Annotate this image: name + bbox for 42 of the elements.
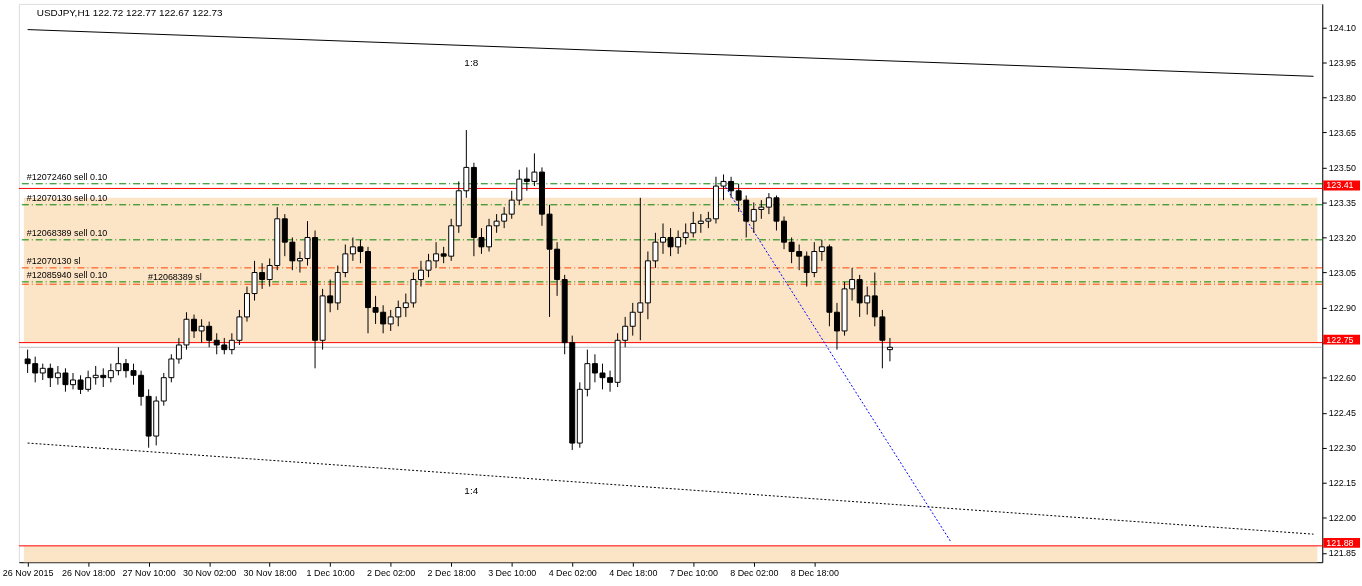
y-tick-label: 122.30 [1328, 443, 1357, 454]
x-tick-label: 2 Dec 02:00 [367, 567, 416, 578]
y-tick-label: 123.35 [1328, 197, 1357, 208]
x-tick-label: 26 Nov 2015 [2, 567, 54, 578]
x-tick-label: 4 Dec 18:00 [609, 567, 658, 578]
y-tick-label: 123.80 [1328, 92, 1357, 103]
y-tick-label: 122.90 [1328, 303, 1357, 314]
x-tick-label: 8 Dec 02:00 [730, 567, 779, 578]
ref-line-label: #12072460 sell 0.10 [26, 171, 108, 182]
x-tick-label: 3 Dec 10:00 [488, 567, 537, 578]
x-tick-label: 1 Dec 10:00 [306, 567, 355, 578]
ref-line-label: 122.75 [1326, 334, 1354, 345]
y-tick-label: 122.15 [1328, 478, 1357, 489]
y-tick-label: 121.85 [1328, 548, 1357, 559]
x-tick-label: 7 Dec 10:00 [669, 567, 718, 578]
y-tick-label: 122.00 [1328, 513, 1357, 524]
x-tick-label: 4 Dec 02:00 [548, 567, 597, 578]
y-tick-label: 123.95 [1328, 57, 1357, 68]
chart-title: USDJPY,H1 122.72 122.77 122.67 122.73 [36, 6, 223, 18]
ref-line-label: #12068389 sell 0.10 [26, 227, 108, 238]
ref-line-label: #12068389 sl [148, 272, 202, 283]
y-tick-label: 123.05 [1328, 268, 1357, 279]
y-tick-label: 122.45 [1328, 408, 1357, 419]
y-tick-label: 123.65 [1328, 127, 1357, 138]
ref-line-label: 121.88 [1326, 537, 1354, 548]
ref-line-label: #12070130 sl [26, 255, 81, 266]
x-tick-label: 30 Nov 02:00 [183, 567, 237, 578]
candlestick [886, 337, 893, 362]
ref-line-label: #12070130 sell 0.10 [26, 192, 108, 203]
y-tick-label: 124.10 [1328, 22, 1357, 33]
y-tick-label: 123.20 [1328, 232, 1357, 243]
ref-line-label: 123.41 [1326, 180, 1354, 191]
x-tick-label: 26 Nov 18:00 [62, 567, 116, 578]
x-tick-label: 30 Nov 18:00 [243, 567, 297, 578]
y-tick-label: 122.60 [1328, 373, 1357, 384]
x-tick-label: 27 Nov 10:00 [122, 567, 176, 578]
annotation: 1:8 [464, 56, 479, 68]
annotation: 1:4 [464, 485, 479, 497]
y-tick-label: 123.50 [1328, 162, 1357, 173]
x-tick-label: 8 Dec 18:00 [790, 567, 839, 578]
ref-line-label: #12085940 sell 0.10 [26, 269, 108, 280]
x-tick-label: 2 Dec 18:00 [427, 567, 476, 578]
